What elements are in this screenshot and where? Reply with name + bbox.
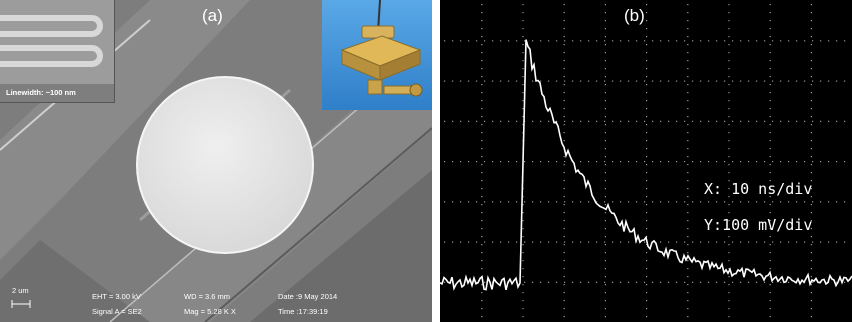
scale-bar-label: 2 um: [12, 286, 29, 295]
mag-readout: Mag = 5.28 K X: [184, 307, 236, 316]
x-scale-readout: X: 10 ns/div: [704, 180, 813, 198]
panel-label-b: (b): [624, 6, 645, 25]
detector-disk: [136, 76, 314, 254]
diagonal-electrode: [0, 0, 250, 260]
pulse-trace: [440, 39, 852, 291]
detector-photo-inset: [322, 0, 432, 110]
panel-label-a: (a): [202, 6, 223, 25]
time-readout: Time :17:39:19: [278, 307, 328, 316]
eht-readout: EHT = 3.00 kV: [92, 292, 141, 301]
signal-readout: Signal A = SE2: [92, 307, 142, 316]
y-scale-readout: Y:100 mV/div: [704, 216, 813, 234]
date-readout: Date :9 May 2014: [278, 292, 338, 301]
oscilloscope-grid: [444, 4, 846, 318]
meander-pattern: [0, 0, 114, 102]
oscilloscope-screen: [440, 4, 852, 318]
detector-package-photo: [340, 0, 423, 97]
linewidth-label: Linewidth: ~100 nm: [6, 88, 76, 97]
sem-image-panel: Linewidth: ~100 nm (a) 2 um EHT = 3.00 k…: [0, 0, 432, 322]
oscilloscope-panel: (b) X: 10 ns/div Y:100 mV/div: [440, 0, 852, 322]
wd-readout: WD = 3.6 mm: [184, 292, 231, 301]
nanowire-inset: Linewidth: ~100 nm: [0, 0, 115, 103]
